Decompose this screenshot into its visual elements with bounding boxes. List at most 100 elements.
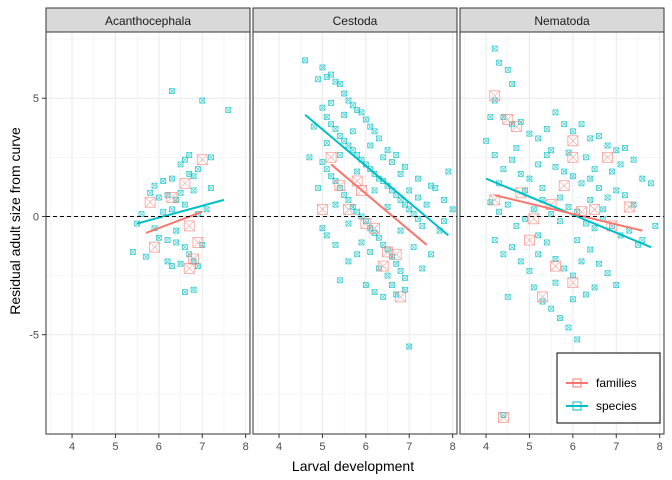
data-point-species <box>587 196 594 203</box>
data-point-cross-species <box>432 185 439 191</box>
data-point-cross-species <box>337 185 343 191</box>
data-point-cross-species <box>367 249 373 255</box>
data-point-marker-species <box>513 144 520 151</box>
x-tick-label: 6 <box>363 441 369 453</box>
legend-box <box>556 352 661 424</box>
data-point-species <box>375 135 382 142</box>
data-point-species <box>328 173 335 180</box>
data-point-cross-species <box>397 197 404 203</box>
data-point-cross-species <box>552 164 559 170</box>
data-point-marker-species <box>552 256 559 262</box>
data-point-cross-species <box>570 173 576 179</box>
data-point-species <box>428 251 434 258</box>
data-point-species <box>613 282 620 288</box>
data-point-cross-species <box>402 275 408 281</box>
data-point-cross-families <box>369 223 380 234</box>
data-point-cross-species <box>190 173 197 179</box>
data-point-species <box>384 147 391 154</box>
panel-border-acanthocephala <box>45 31 251 435</box>
data-point-families <box>179 177 191 189</box>
data-point-marker-species <box>336 277 343 284</box>
data-point-species <box>336 152 343 158</box>
data-point-cross-species <box>622 192 628 198</box>
data-point-species <box>561 168 568 175</box>
data-point-species <box>513 223 520 229</box>
data-point-species <box>569 128 576 135</box>
data-point-cross-species <box>445 168 452 175</box>
data-point-species <box>543 239 550 246</box>
data-point-cross-species <box>574 237 580 243</box>
data-point-cross-species <box>169 263 175 269</box>
data-point-species <box>323 232 330 239</box>
data-point-cross-species <box>345 142 352 149</box>
data-point-cross-species <box>591 166 598 172</box>
data-point-cross-species <box>548 211 554 217</box>
data-point-cross-species <box>565 324 572 331</box>
legend-item-species: species <box>566 399 637 413</box>
data-point-marker-species <box>393 260 400 267</box>
data-point-marker-species <box>160 208 167 215</box>
data-point-families <box>369 222 380 234</box>
data-point-cross-species <box>419 223 425 229</box>
data-point-species <box>604 194 611 201</box>
data-point-cross-species <box>596 185 602 191</box>
x-axis-title: Larval development <box>292 458 414 474</box>
data-point-marker-species <box>375 234 382 241</box>
data-point-cross-families <box>589 204 600 215</box>
data-point-species <box>530 284 537 291</box>
data-point-cross-species <box>415 216 421 222</box>
data-point-marker-species <box>491 45 498 52</box>
data-point-families <box>623 201 635 213</box>
data-point-cross-species <box>496 60 502 66</box>
data-point-cross-species <box>341 192 347 198</box>
data-point-marker-species <box>543 152 550 158</box>
data-point-cross-species <box>315 76 321 83</box>
data-point-cross-families <box>325 152 337 163</box>
data-point-species <box>345 220 352 227</box>
data-point-marker-species <box>491 237 498 243</box>
data-point-marker-species <box>341 137 348 144</box>
data-point-marker-species <box>578 121 585 128</box>
data-point-species <box>595 133 602 139</box>
data-point-cross-species <box>199 242 205 248</box>
data-point-species <box>556 218 563 225</box>
legend-label-families: families <box>596 376 637 390</box>
data-point-cross-species <box>195 263 201 269</box>
data-point-cross-species <box>354 209 360 215</box>
data-point-marker-species <box>609 168 615 175</box>
data-point-cross-species <box>483 138 489 144</box>
data-point-marker-species <box>397 196 404 203</box>
data-point-cross-species <box>371 289 378 295</box>
data-point-families <box>317 203 328 215</box>
legend-key-species-marker <box>572 401 582 411</box>
data-point-marker-species <box>487 114 494 121</box>
data-point-species <box>129 249 136 255</box>
data-point-species <box>380 154 387 161</box>
data-point-cross-families <box>550 260 561 272</box>
data-point-species <box>491 45 498 52</box>
data-point-species <box>177 260 184 267</box>
data-point-marker-species <box>384 272 391 279</box>
data-point-families <box>390 248 402 260</box>
data-point-species <box>319 225 326 232</box>
data-point-species <box>578 180 585 187</box>
data-point-marker-species <box>491 152 498 158</box>
data-point-marker-species <box>380 293 387 300</box>
data-point-cross-species <box>596 133 602 139</box>
data-point-cross-species <box>604 194 611 201</box>
data-point-species <box>199 97 206 104</box>
data-point-species <box>203 206 210 213</box>
data-point-cross-species <box>513 145 520 151</box>
data-point-cross-species <box>604 270 611 276</box>
data-point-families <box>183 263 195 274</box>
data-point-species <box>496 59 502 66</box>
data-point-marker-species <box>402 201 408 208</box>
data-point-marker-species <box>604 142 611 149</box>
data-point-cross-species <box>406 206 412 213</box>
data-point-species <box>358 239 365 246</box>
data-point-marker-species <box>509 244 515 251</box>
data-point-marker-species <box>613 282 620 288</box>
data-point-cross-species <box>552 256 559 262</box>
data-point-families <box>489 90 501 102</box>
